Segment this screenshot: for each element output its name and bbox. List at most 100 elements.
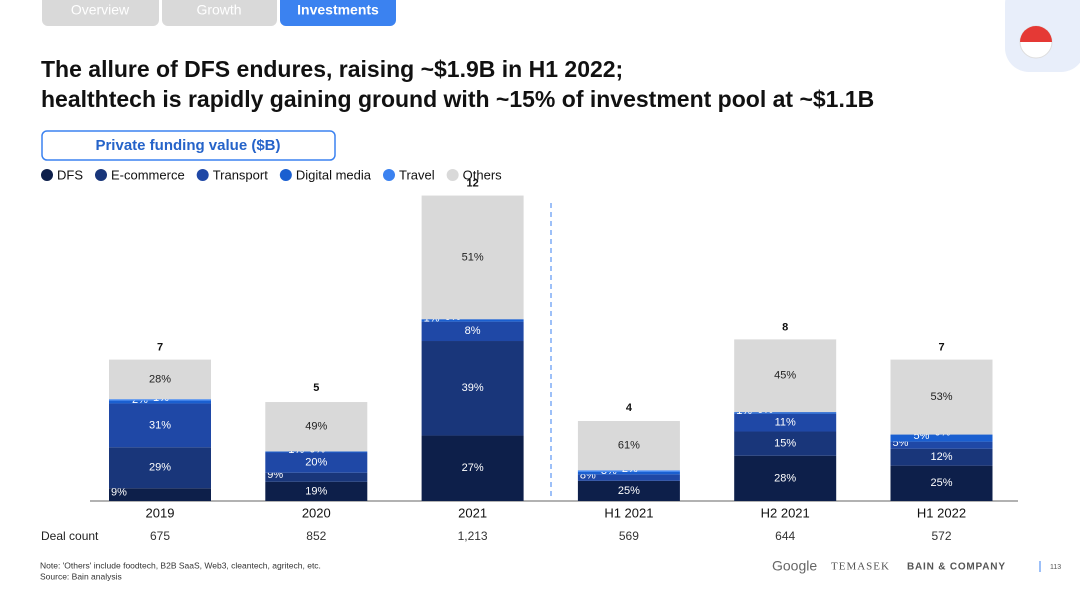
x-tick-label: 2021 [458, 505, 487, 520]
bar-segment [109, 359, 211, 400]
bar-segment [421, 319, 524, 322]
bar-segment [109, 447, 211, 489]
total-label: 8 [782, 321, 788, 333]
page-number: 113 [1050, 564, 1061, 571]
data-label: 8% [465, 325, 481, 337]
total-label: 7 [157, 342, 163, 354]
bar-segment [109, 488, 211, 501]
axis-label-box [41, 130, 336, 161]
legend-swatch [446, 169, 459, 181]
bar-segment [265, 481, 368, 501]
bar-segment [734, 413, 837, 432]
legend-swatch [383, 169, 395, 181]
legend-label: Transport [213, 167, 269, 182]
bar-segment [890, 448, 993, 466]
bar-segment [577, 474, 680, 481]
x-tick-label: H1 2021 [604, 505, 653, 520]
data-label: 49% [305, 421, 327, 433]
x-tick-label: H1 2022 [917, 505, 966, 520]
data-label: 29% [149, 462, 171, 474]
bar-segment [890, 434, 993, 442]
legend-label: E-commerce [111, 167, 185, 182]
bar-segment [265, 402, 368, 452]
tab-label: Investments [297, 2, 379, 18]
source: Source: Bain analysis [40, 571, 122, 581]
bar-segment [890, 441, 993, 449]
bar-segment [265, 451, 368, 453]
data-label: 51% [462, 251, 484, 263]
tab-active[interactable] [280, 0, 396, 26]
bar-segment [109, 403, 211, 448]
legend-label: Digital media [296, 167, 372, 182]
total-label: 7 [938, 342, 944, 354]
logo: BAIN & COMPANY [907, 562, 1006, 573]
data-label: 20% [305, 457, 327, 469]
tab-label: Growth [196, 2, 241, 18]
bar-segment [890, 359, 993, 435]
legend-swatch [41, 169, 53, 181]
legend-label: Travel [399, 167, 435, 182]
bar-segment [421, 341, 524, 436]
data-label: 28% [774, 472, 796, 484]
bar-segment [109, 399, 211, 401]
deal-count: 852 [306, 529, 326, 543]
data-label: 61% [618, 440, 640, 452]
deal-count: 675 [150, 529, 170, 543]
x-tick-label: 2020 [302, 505, 331, 520]
axis-label: Private funding value ($B) [95, 137, 280, 154]
deal-count-label: Deal count [41, 529, 99, 543]
data-label: 25% [618, 485, 640, 497]
deal-count: 569 [619, 529, 639, 543]
bar-segment [421, 435, 524, 501]
data-label: 27% [462, 462, 484, 474]
bar-segment [577, 421, 680, 471]
total-label: 4 [626, 402, 633, 414]
legend-swatch [279, 169, 292, 181]
data-label: 11% [775, 417, 796, 429]
logo: Google [772, 558, 817, 574]
bar-segment [577, 470, 680, 472]
bar-segment [577, 480, 680, 501]
x-tick-label: 2019 [146, 505, 175, 520]
data-label: 15% [774, 438, 796, 450]
bar-segment [577, 471, 680, 475]
data-label: 25% [930, 477, 952, 489]
data-label: 45% [774, 370, 796, 382]
data-label: 9% [111, 487, 127, 499]
bar-segment [421, 195, 524, 320]
data-label: 39% [462, 382, 484, 394]
deal-count: 644 [775, 529, 795, 543]
bar-segment [734, 455, 837, 501]
bar-segment [265, 472, 368, 482]
deal-count: 1,213 [458, 529, 488, 543]
logo: TEMASEK [831, 561, 890, 573]
bar-segment [109, 400, 211, 404]
legend-swatch [196, 169, 209, 181]
legend-label: Others [463, 167, 503, 182]
bar-segment [265, 452, 368, 473]
tab[interactable] [42, 0, 159, 26]
deal-count: 572 [931, 529, 951, 543]
data-label: 19% [305, 485, 327, 497]
x-tick-label: H2 2021 [761, 505, 810, 520]
bar-segment [890, 465, 993, 501]
tab-label: Overview [71, 2, 130, 18]
data-label: 12% [930, 451, 952, 463]
bar-segment [734, 339, 837, 413]
chart-title: The allure of DFS endures, raising ~$1.9… [41, 56, 623, 82]
bar-segment [421, 321, 524, 342]
bar-segment [734, 412, 837, 414]
total-label: 5 [313, 382, 319, 394]
bar-segment [734, 431, 837, 456]
legend-swatch [95, 169, 107, 181]
tab[interactable] [162, 0, 277, 26]
flag-red [1020, 26, 1052, 42]
data-label: 31% [149, 419, 171, 431]
data-label: 28% [149, 373, 171, 385]
legend-label: DFS [57, 167, 83, 182]
data-label: 53% [930, 391, 952, 403]
total-label: 12 [466, 177, 478, 189]
note: Note: 'Others' include foodtech, B2B Saa… [40, 560, 321, 570]
chart-subtitle: healthtech is rapidly gaining ground wit… [41, 86, 874, 112]
